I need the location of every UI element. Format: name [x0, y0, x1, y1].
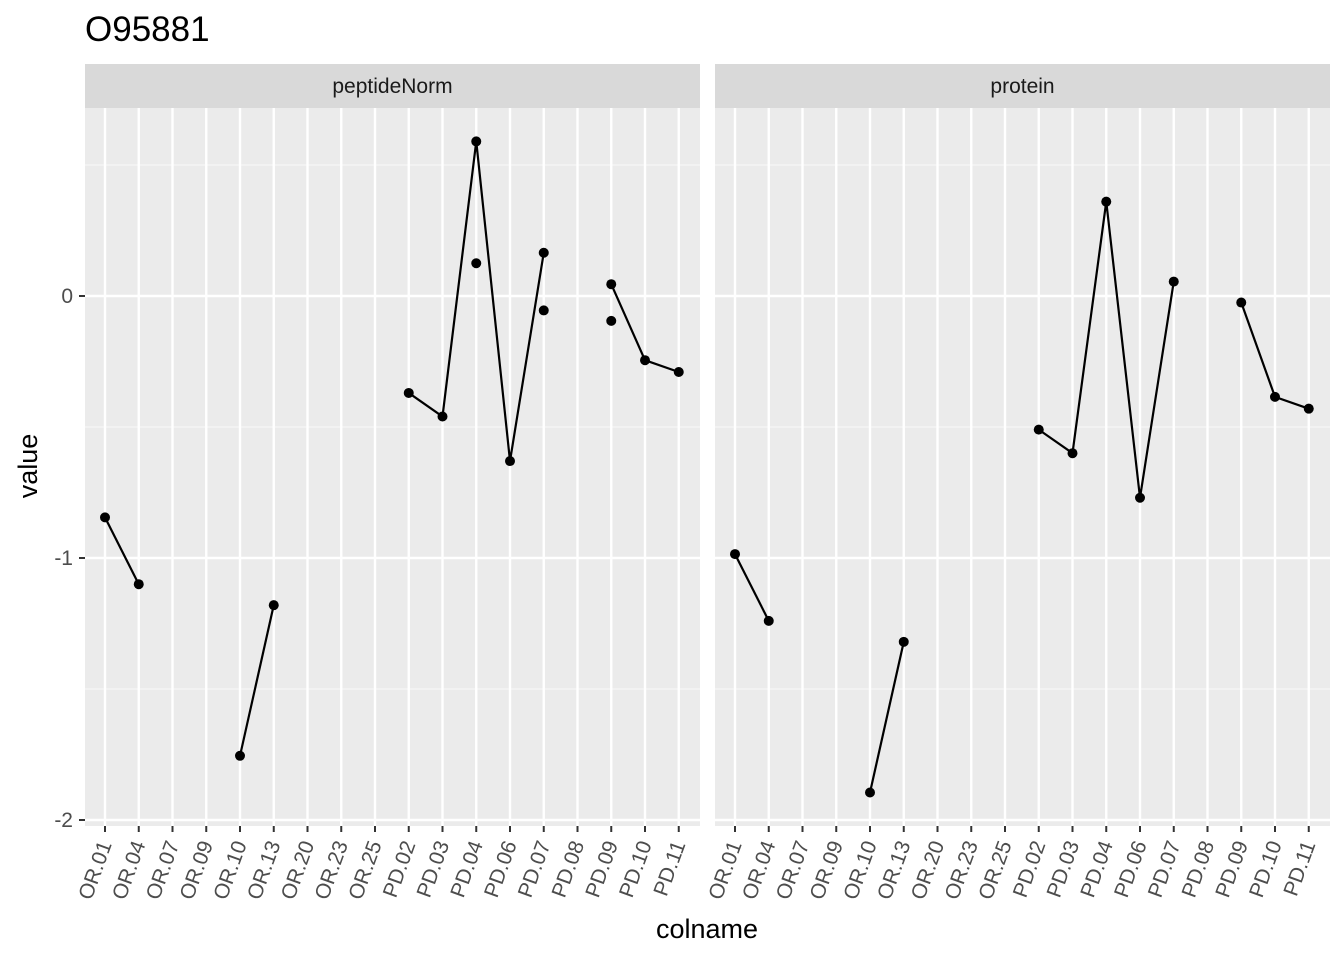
- data-point: [235, 750, 245, 761]
- data-point: [1135, 492, 1145, 503]
- y-axis-label: value: [13, 434, 43, 499]
- x-axis-label: colname: [656, 914, 758, 944]
- data-point: [437, 411, 448, 422]
- data-point: [1236, 297, 1247, 308]
- facet-strip: [715, 64, 1330, 108]
- data-point: [865, 787, 875, 798]
- data-point: [1270, 391, 1280, 402]
- data-point: [1033, 424, 1044, 435]
- facet-panels: peptideNormOR.01OR.04OR.07OR.09OR.10OR.1…: [74, 64, 1330, 903]
- data-point: [1101, 196, 1112, 207]
- data-point: [673, 366, 684, 377]
- data-point: [268, 600, 279, 611]
- data-point: [730, 549, 740, 560]
- data-point: [898, 636, 909, 647]
- y-tick-label: 0: [61, 285, 73, 308]
- panel-background: [85, 108, 700, 826]
- facet-panel-protein: proteinOR.01OR.04OR.07OR.09OR.10OR.13OR.…: [704, 64, 1330, 903]
- data-point: [133, 579, 144, 590]
- data-point: [538, 305, 549, 316]
- data-point: [1168, 276, 1179, 287]
- data-point: [403, 387, 414, 398]
- facet-strip-label: protein: [990, 75, 1054, 98]
- data-point: [471, 136, 482, 147]
- data-point: [471, 258, 482, 269]
- data-point: [538, 247, 549, 258]
- facet-panel-peptideNorm: peptideNormOR.01OR.04OR.07OR.09OR.10OR.1…: [74, 64, 700, 903]
- y-axis: -2 -1 0: [54, 285, 85, 832]
- facet-strip-label: peptideNorm: [332, 75, 452, 98]
- data-point: [100, 512, 110, 523]
- data-point: [1303, 403, 1314, 414]
- facet-strip: [85, 64, 700, 108]
- series-line: [868, 641, 905, 793]
- y-tick-label: -2: [54, 809, 73, 832]
- y-tick-label: -1: [54, 547, 73, 570]
- data-point: [505, 456, 515, 467]
- data-point: [763, 615, 774, 626]
- data-point: [1067, 448, 1078, 459]
- series-line: [734, 553, 770, 622]
- data-point: [640, 355, 650, 366]
- data-point: [606, 279, 617, 290]
- series-line: [104, 516, 140, 585]
- chart-title: O95881: [85, 10, 210, 49]
- series-line: [238, 604, 275, 757]
- data-point: [606, 315, 617, 326]
- panel-background: [715, 108, 1330, 826]
